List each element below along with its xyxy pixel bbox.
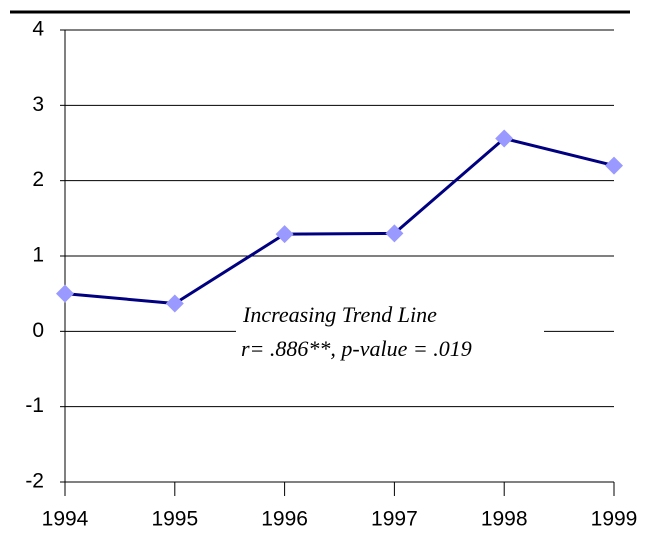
y-tick-label: -1 (25, 394, 44, 417)
y-tick-label: 2 (32, 168, 44, 191)
y-tick-label: 3 (32, 93, 44, 116)
annotation: Increasing Trend Line (242, 302, 437, 327)
marker (275, 225, 294, 244)
x-tick-label: 1997 (371, 508, 418, 531)
marker (56, 284, 74, 303)
y-tick-label: 4 (32, 18, 44, 41)
y-tick-label: -2 (25, 470, 44, 493)
x-tick-label: 1999 (591, 508, 638, 531)
marker (385, 224, 404, 243)
annotation-background (236, 298, 544, 368)
marker (495, 129, 514, 148)
x-tick-label: 1998 (481, 508, 528, 531)
y-tick-label: 0 (32, 319, 44, 342)
annotation: r= .886**, p-value = .019 (241, 336, 472, 361)
x-tick-label: 1995 (151, 508, 198, 531)
y-tick-label: 1 (32, 244, 44, 267)
marker (605, 156, 623, 175)
x-tick-label: 1994 (42, 508, 89, 531)
marker (165, 294, 184, 313)
line (64, 136, 615, 305)
x-tick-label: 1996 (261, 508, 308, 531)
